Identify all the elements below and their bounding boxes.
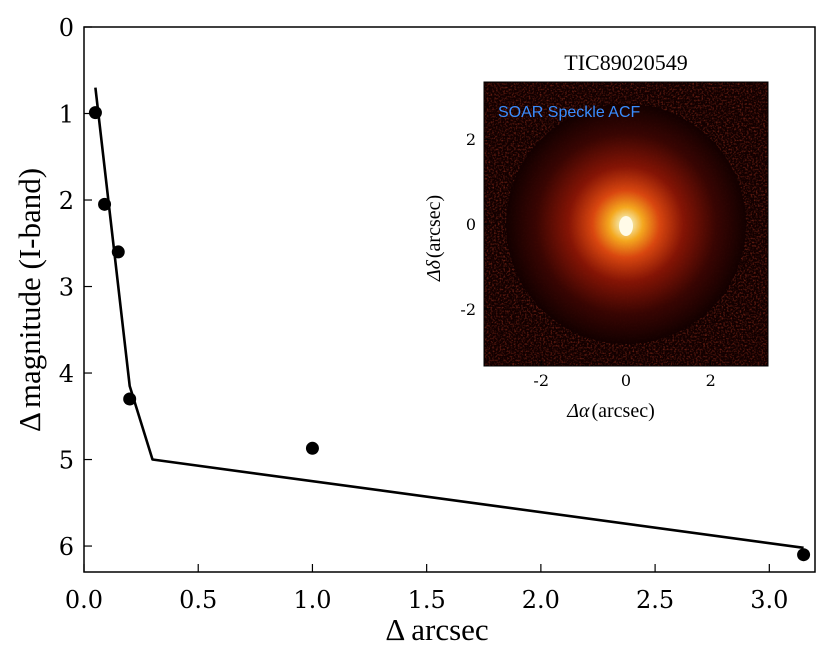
y-tick-label: 0 xyxy=(59,14,74,42)
inset-y-tick-label: 0 xyxy=(466,215,476,234)
inset-y-ticks: 2 0 -2 xyxy=(460,130,490,319)
y-axis-text: magnitude (I-band) xyxy=(12,168,47,408)
inset-x-tick-label: -2 xyxy=(533,371,549,390)
inset-x-tick-label: 2 xyxy=(706,371,716,390)
data-point xyxy=(305,441,319,455)
main-fit-line xyxy=(94,87,804,550)
y-tick-label: 5 xyxy=(59,447,74,475)
y-tick-label: 6 xyxy=(59,533,74,561)
y-tick-label: 3 xyxy=(59,274,74,302)
inset-x-symbol: Δα xyxy=(566,400,590,422)
inset-annotation: SOAR Speckle ACF xyxy=(498,104,641,121)
data-point xyxy=(98,197,112,211)
x-tick-label: 2.5 xyxy=(636,586,674,614)
x-tick-label: 1.0 xyxy=(293,586,331,614)
x-tick-label: 0.5 xyxy=(179,586,217,614)
x-tick-label: 1.5 xyxy=(408,586,446,614)
x-axis-symbol: Δ xyxy=(385,612,405,647)
inset-acf-core xyxy=(619,216,633,236)
inset-title: TIC89020549 xyxy=(564,50,687,75)
inset-y-tick-label: -2 xyxy=(460,300,476,319)
y-tick-label: 2 xyxy=(59,187,74,215)
data-point xyxy=(111,245,125,259)
x-axis-text: arcsec xyxy=(411,612,488,647)
inset-y-text: (arcsec) xyxy=(423,195,445,258)
main-points xyxy=(88,106,811,562)
y-tick-label: 4 xyxy=(59,360,74,388)
x-tick-label: 3.0 xyxy=(750,586,788,614)
inset-x-ticks: -2 0 2 xyxy=(533,360,716,390)
y-axis-symbol: Δ xyxy=(12,412,47,432)
data-point xyxy=(123,392,137,406)
data-point xyxy=(797,548,811,562)
data-point xyxy=(88,106,102,120)
inset-x-title: Δα (arcsec) xyxy=(566,400,655,422)
inset-acf-panel: TIC89020549 SOAR Speckle ACF -2 0 2 2 0 -2 Δ… xyxy=(423,50,769,422)
inset-y-symbol: Δδ xyxy=(423,259,445,282)
x-tick-label: 2.0 xyxy=(522,586,560,614)
main-y-ticks: 0 1 2 3 4 5 6 xyxy=(59,14,92,561)
inset-x-tick-label: 0 xyxy=(621,371,631,390)
x-tick-label: 0.0 xyxy=(65,586,103,614)
contrast-curve xyxy=(94,87,804,550)
main-x-ticks: 0.0 0.5 1.0 1.5 2.0 2.5 3.0 xyxy=(65,564,788,614)
inset-x-text: (arcsec) xyxy=(591,400,654,422)
main-axes-frame xyxy=(83,26,816,573)
y-tick-label: 1 xyxy=(59,101,74,129)
y-axis-title: Δmagnitude (I-band) xyxy=(12,168,47,432)
inset-y-title: Δδ(arcsec) xyxy=(423,195,445,282)
inset-y-tick-label: 2 xyxy=(466,130,476,149)
